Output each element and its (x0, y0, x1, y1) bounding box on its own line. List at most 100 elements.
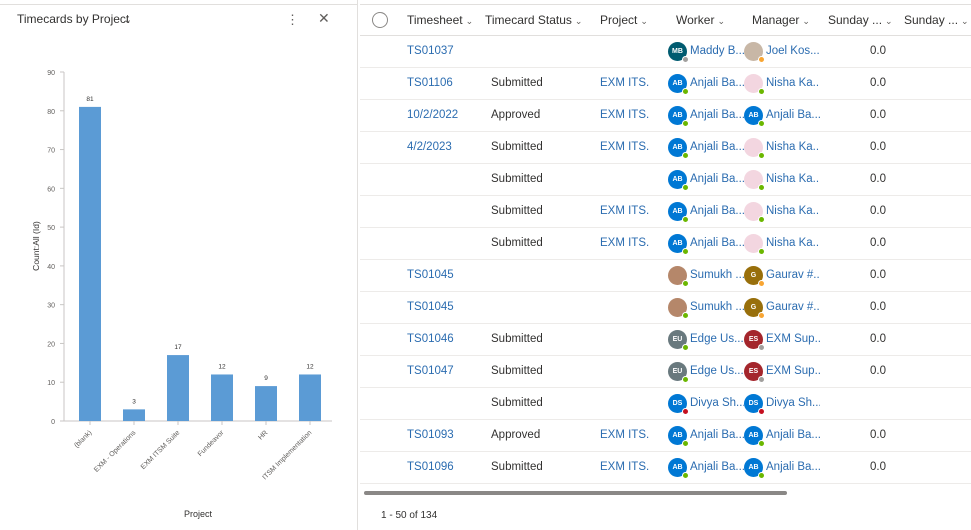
worker-name-link[interactable]: Sumukh ... (690, 269, 744, 281)
worker-name-link[interactable]: Anjali Ba... (690, 237, 744, 249)
avatar[interactable]: EU (668, 362, 689, 383)
avatar[interactable]: AB (668, 138, 689, 159)
worker-name-link[interactable]: Anjali Ba... (690, 429, 744, 441)
column-header-sunday-1[interactable]: Sunday ... ⌄ (828, 5, 893, 36)
worker-name-link[interactable]: Anjali Ba... (690, 173, 744, 185)
avatar[interactable]: AB (668, 202, 689, 223)
table-row[interactable]: TS01093 Approved EXM ITS... AB Anjali Ba..… (360, 420, 971, 452)
project-link[interactable] (600, 292, 650, 323)
manager-name-link[interactable]: Gaurav #... (766, 269, 820, 281)
manager-name-link[interactable]: Nisha Ka... (766, 141, 820, 153)
table-row[interactable]: Submitted AB Anjali Ba... Nisha Ka... 0.… (360, 164, 971, 196)
project-link[interactable] (600, 260, 650, 291)
table-row[interactable]: TS01047 Submitted EU Edge Us... ES EXM Su… (360, 356, 971, 388)
horizontal-scrollbar[interactable] (364, 491, 787, 495)
avatar[interactable] (744, 42, 765, 63)
timesheet-link[interactable]: TS01096 (407, 461, 454, 473)
timesheet-link[interactable]: TS01045 (407, 301, 454, 313)
project-link[interactable]: EXM ITS... (600, 109, 650, 121)
avatar[interactable] (668, 266, 689, 287)
timesheet-link[interactable] (407, 196, 483, 227)
avatar[interactable] (668, 298, 689, 319)
table-row[interactable]: 4/2/2023 Submitted EXM ITS... AB Anjali Ba… (360, 132, 971, 164)
column-header-timesheet[interactable]: Timesheet ⌄ (407, 5, 473, 36)
project-link[interactable]: EXM ITS... (600, 461, 650, 473)
project-link[interactable]: EXM ITS... (600, 141, 650, 153)
project-link[interactable] (600, 164, 650, 195)
manager-name-link[interactable]: Nisha Ka... (766, 205, 820, 217)
manager-name-link[interactable]: Anjali Ba... (766, 109, 820, 121)
table-row[interactable]: 10/2/2022 Approved EXM ITS... AB Anjali Ba… (360, 100, 971, 132)
project-link[interactable] (600, 36, 650, 67)
timesheet-link[interactable]: 10/2/2022 (407, 109, 459, 121)
timesheet-link[interactable]: TS01093 (407, 429, 454, 441)
table-row[interactable]: TS01096 Submitted EXM ITS... AB Anjali Ba.… (360, 452, 971, 484)
manager-name-link[interactable]: Nisha Ka... (766, 173, 820, 185)
avatar[interactable]: ES (744, 330, 765, 351)
table-row[interactable]: TS01045 Sumukh ... G Gaurav #... 0.0 (360, 292, 971, 324)
worker-name-link[interactable]: Anjali Ba... (690, 205, 744, 217)
timesheet-link[interactable] (407, 228, 483, 259)
worker-name-link[interactable]: Maddy B... (690, 45, 744, 57)
select-all-checkbox[interactable] (372, 12, 388, 28)
avatar[interactable] (744, 234, 765, 255)
table-row[interactable]: TS01106 Submitted EXM ITS... AB Anjali Ba.… (360, 68, 971, 100)
timesheet-link[interactable]: TS01045 (407, 269, 454, 281)
more-vertical-icon[interactable]: ⋮ (286, 12, 299, 27)
avatar[interactable]: G (744, 266, 765, 287)
manager-name-link[interactable]: Anjali Ba... (766, 429, 820, 441)
column-header-manager[interactable]: Manager ⌄ (752, 5, 810, 36)
timesheet-link[interactable] (407, 164, 483, 195)
worker-name-link[interactable]: Anjali Ba... (690, 461, 744, 473)
worker-name-link[interactable]: Sumukh ... (690, 301, 744, 313)
table-row[interactable]: Submitted EXM ITS... AB Anjali Ba... Nish… (360, 228, 971, 260)
manager-name-link[interactable]: Nisha Ka... (766, 237, 820, 249)
project-link[interactable] (600, 356, 650, 387)
column-header-worker[interactable]: Worker ⌄ (676, 5, 725, 36)
manager-name-link[interactable]: EXM Sup... (766, 333, 820, 345)
avatar[interactable] (744, 138, 765, 159)
column-header-sunday-2[interactable]: Sunday ... ⌄ (904, 5, 969, 36)
timesheet-link[interactable]: TS01047 (407, 365, 454, 377)
avatar[interactable]: AB (668, 106, 689, 127)
avatar[interactable]: AB (668, 74, 689, 95)
table-row[interactable]: TS01046 Submitted EU Edge Us... ES EXM Su… (360, 324, 971, 356)
table-row[interactable]: Submitted EXM ITS... AB Anjali Ba... Nish… (360, 196, 971, 228)
avatar[interactable] (744, 170, 765, 191)
project-link[interactable]: EXM ITS... (600, 205, 650, 217)
avatar[interactable]: EU (668, 330, 689, 351)
avatar[interactable]: DS (744, 394, 765, 415)
column-header-project[interactable]: Project ⌄ (600, 5, 648, 36)
worker-name-link[interactable]: Edge Us... (690, 333, 744, 345)
project-link[interactable]: EXM ITS... (600, 77, 650, 89)
chart-title[interactable]: Timecards by Project (17, 12, 130, 26)
worker-name-link[interactable]: Anjali Ba... (690, 109, 744, 121)
close-icon[interactable]: ✕ (318, 10, 330, 26)
avatar[interactable]: AB (668, 426, 689, 447)
avatar[interactable]: ES (744, 362, 765, 383)
avatar[interactable] (744, 202, 765, 223)
table-row[interactable]: TS01037 MB Maddy B... Joel Kos... 0.0 (360, 36, 971, 68)
timesheet-link[interactable]: TS01046 (407, 333, 454, 345)
avatar[interactable]: MB (668, 42, 689, 63)
manager-name-link[interactable]: Anjali Ba... (766, 461, 820, 473)
chevron-down-icon[interactable]: ⌄ (123, 14, 133, 26)
avatar[interactable]: AB (668, 458, 689, 479)
project-link[interactable] (600, 388, 650, 419)
table-row[interactable]: TS01045 Sumukh ... G Gaurav #... 0.0 (360, 260, 971, 292)
manager-name-link[interactable]: Nisha Ka... (766, 77, 820, 89)
table-row[interactable]: Submitted DS Divya Sh... DS Divya Sh... (360, 388, 971, 420)
project-link[interactable]: EXM ITS... (600, 429, 650, 441)
avatar[interactable]: AB (668, 170, 689, 191)
worker-name-link[interactable]: Anjali Ba... (690, 77, 744, 89)
worker-name-link[interactable]: Edge Us... (690, 365, 744, 377)
timesheet-link[interactable]: TS01106 (407, 77, 453, 89)
timesheet-link[interactable]: TS01037 (407, 45, 454, 57)
avatar[interactable]: AB (744, 426, 765, 447)
column-header-timecard-status[interactable]: Timecard Status ⌄ (485, 5, 582, 36)
avatar[interactable] (744, 74, 765, 95)
manager-name-link[interactable]: EXM Sup... (766, 365, 820, 377)
manager-name-link[interactable]: Joel Kos... (766, 45, 820, 57)
project-link[interactable]: EXM ITS... (600, 237, 650, 249)
avatar[interactable]: G (744, 298, 765, 319)
